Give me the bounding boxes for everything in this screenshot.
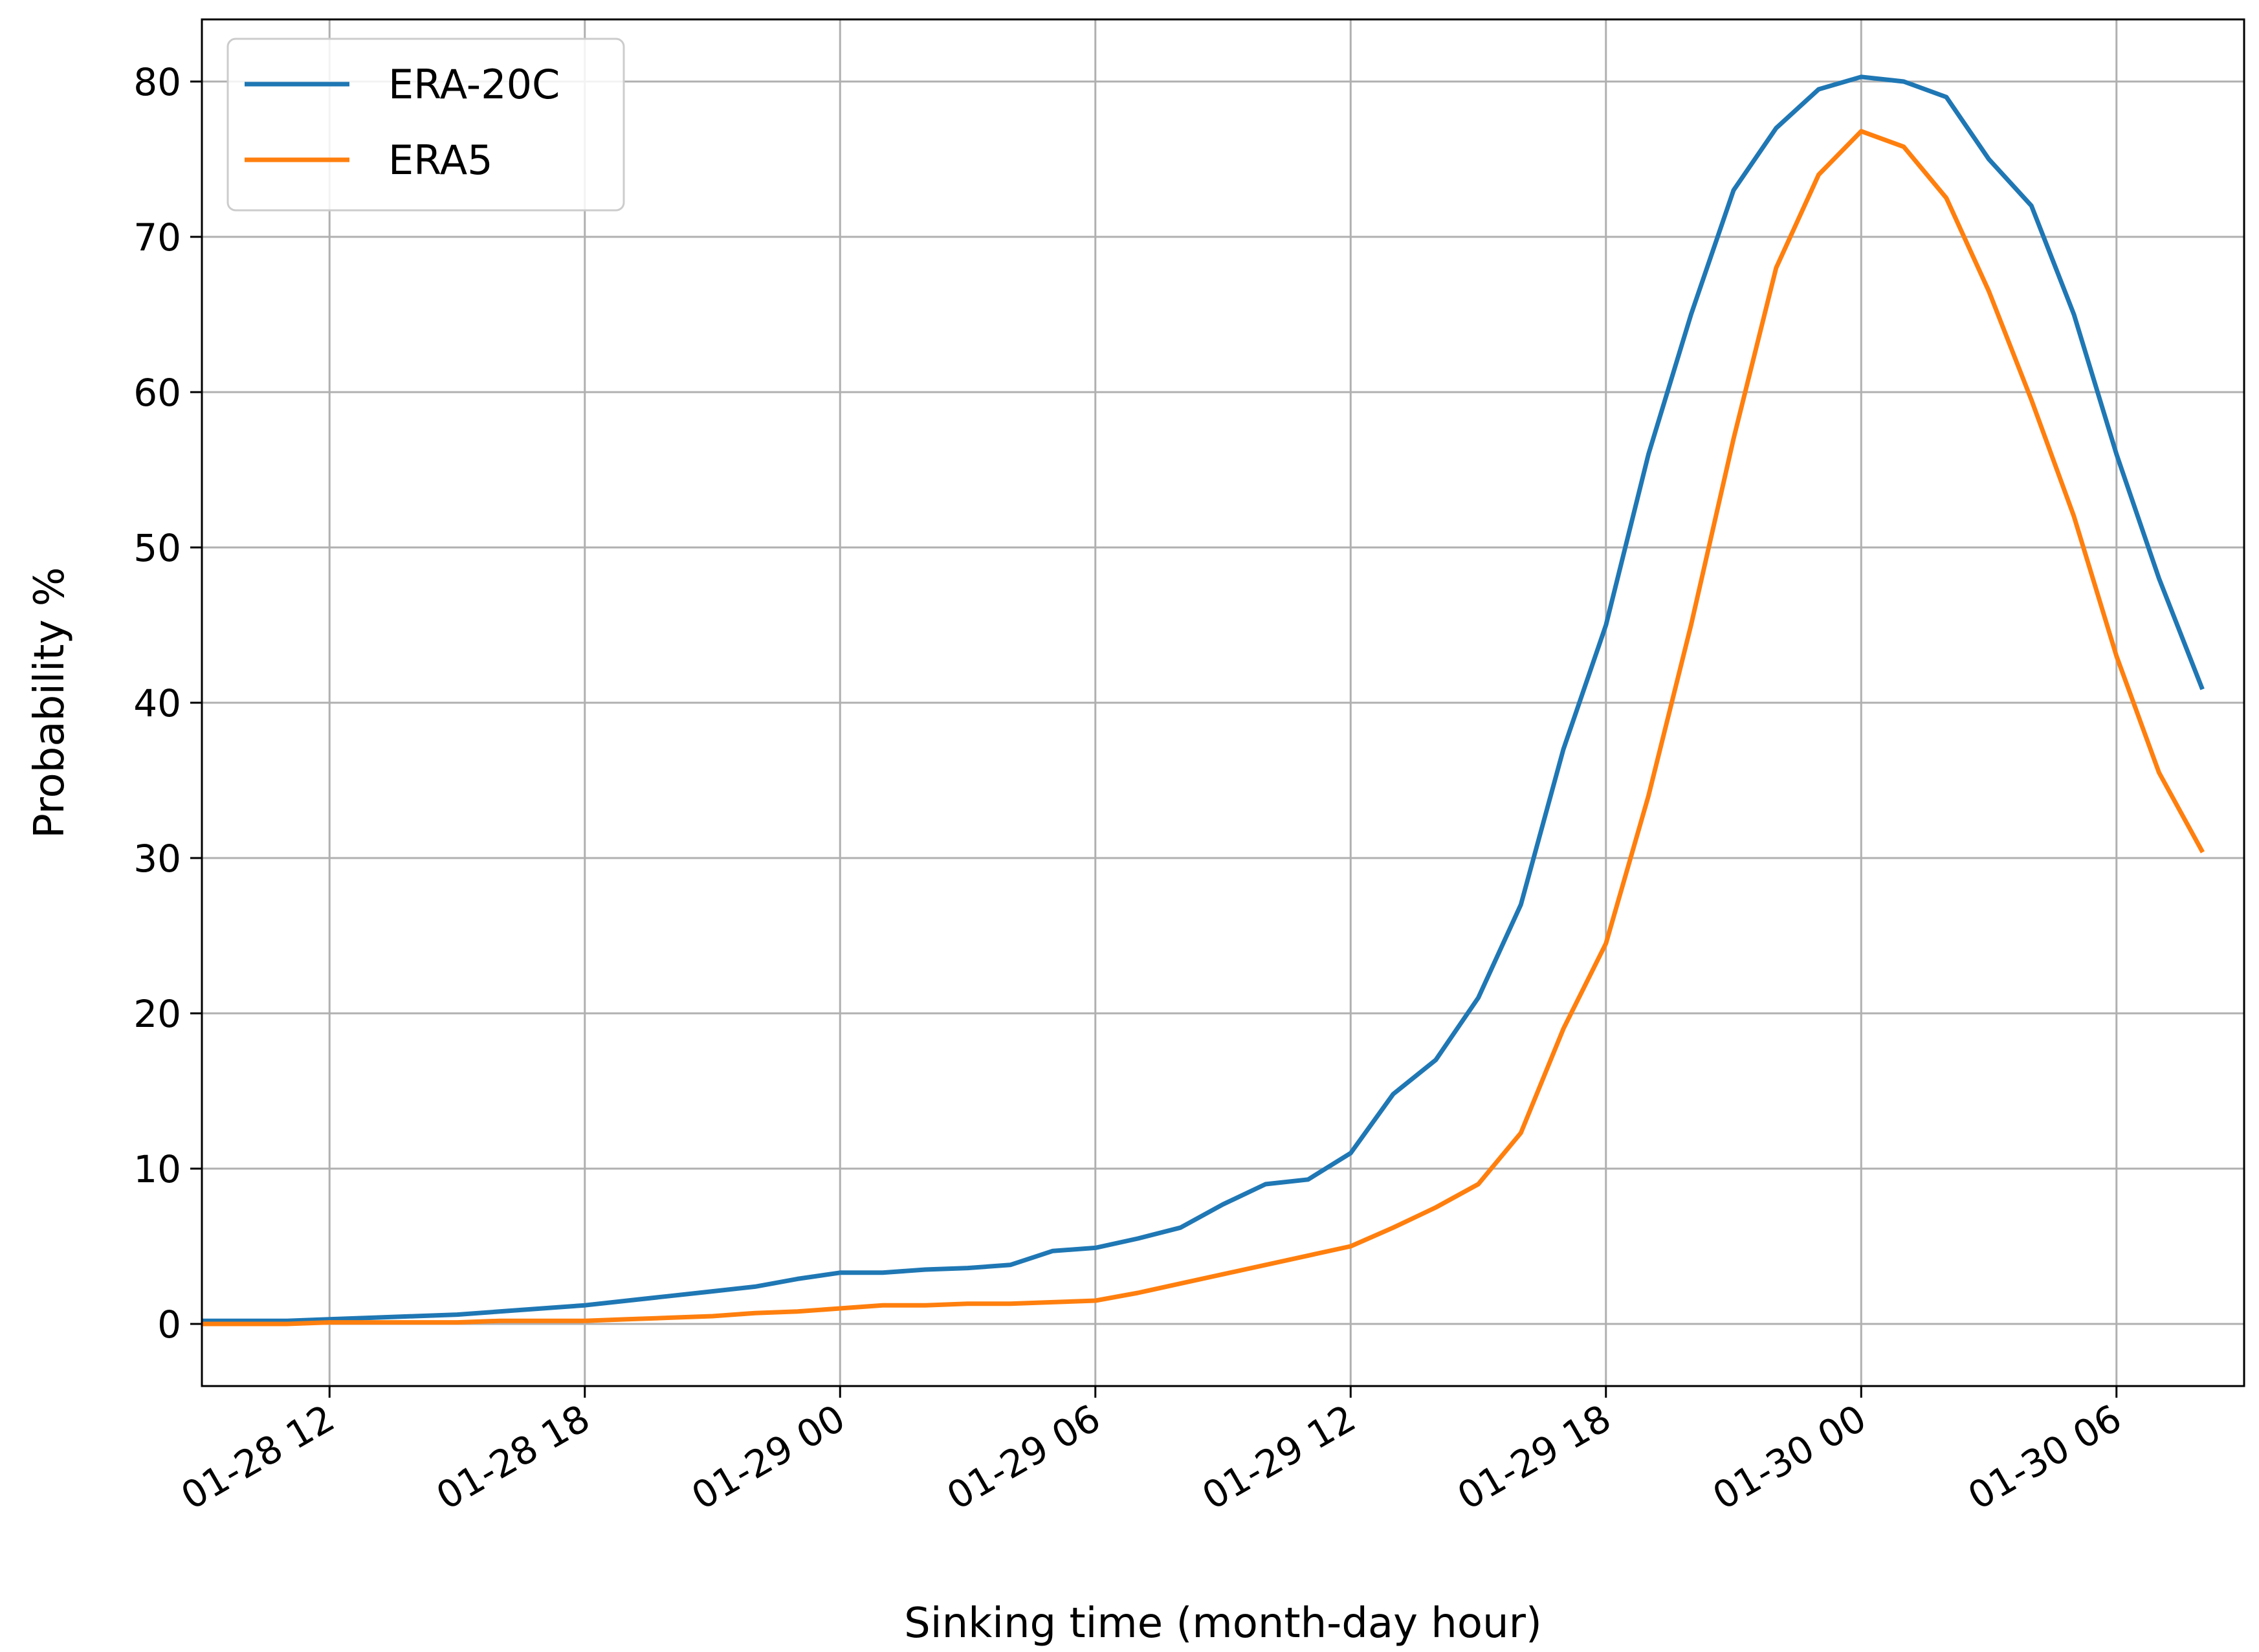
y-tick-label: 40 (133, 681, 181, 725)
y-axis-label: Probability % (26, 567, 74, 838)
legend: ERA-20C ERA5 (226, 38, 625, 212)
y-tick-label: 60 (133, 371, 181, 415)
series-lines (202, 74, 2205, 1327)
grid-lines (202, 19, 2244, 1386)
legend-label: ERA-20C (388, 61, 560, 108)
y-tick-label: 70 (133, 215, 181, 259)
y-tick-label: 30 (133, 837, 181, 881)
legend-label: ERA5 (388, 137, 493, 184)
y-axis-ticks: 0 10 20 30 40 50 60 70 80 (133, 60, 202, 1347)
y-tick-label: 10 (133, 1147, 181, 1191)
y-tick-label: 80 (133, 60, 181, 104)
y-tick-label: 0 (157, 1303, 181, 1347)
series-line-era-20c (202, 74, 2205, 1323)
x-axis-label: Sinking time (month-day hour) (904, 1600, 1542, 1647)
y-tick-label: 20 (133, 992, 181, 1036)
y-tick-label: 50 (133, 526, 181, 570)
series-line-era5 (202, 129, 2205, 1327)
legend-box (226, 38, 625, 212)
